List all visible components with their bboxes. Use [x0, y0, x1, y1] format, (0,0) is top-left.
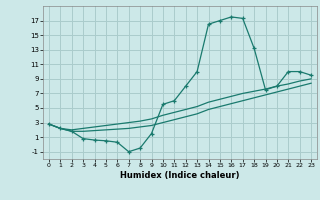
- X-axis label: Humidex (Indice chaleur): Humidex (Indice chaleur): [120, 171, 240, 180]
